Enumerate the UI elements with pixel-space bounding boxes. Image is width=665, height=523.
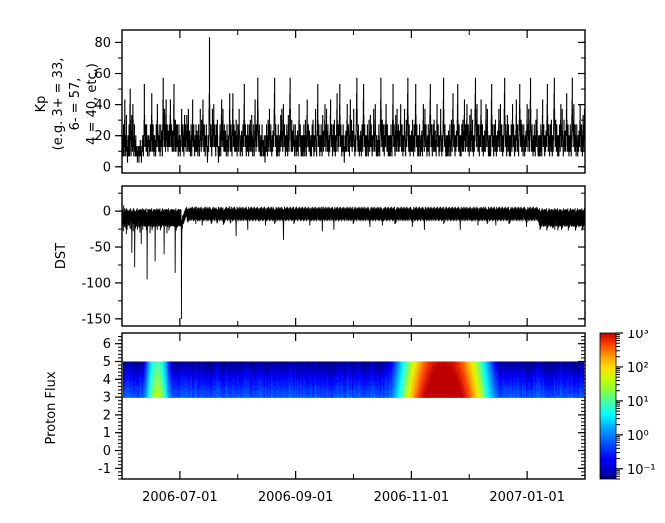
svg-text:2: 2 bbox=[103, 408, 111, 423]
proton-flux-y-tick-labels: 6 5 4 3 2 1 0 -1 bbox=[98, 337, 111, 477]
svg-text:-50: -50 bbox=[90, 241, 111, 256]
kp-data-series bbox=[122, 37, 585, 163]
proton-flux-axis-title: Proton Flux bbox=[44, 371, 59, 444]
dst-y-tick-labels: 0 -50 -100 -150 bbox=[81, 205, 111, 328]
svg-text:2006-07-01: 2006-07-01 bbox=[142, 490, 218, 505]
svg-text:1: 1 bbox=[103, 426, 111, 441]
dst-axis-title: DST bbox=[54, 243, 69, 269]
proton-flux-heatmap bbox=[123, 361, 584, 398]
svg-text:-150: -150 bbox=[81, 312, 111, 327]
svg-text:0: 0 bbox=[103, 160, 111, 175]
kp-plot-frame bbox=[121, 29, 586, 174]
kp-x-tick-marks bbox=[179, 30, 528, 173]
kp-panel: Kp (e.g. 3+ = 33, 6- = 57, 4 = 40, etc.)… bbox=[0, 0, 665, 178]
kp-y-tick-labels: 0 20 40 60 80 bbox=[94, 36, 111, 175]
proton-flux-plot-frame bbox=[121, 332, 586, 480]
colorbar-tick-marks bbox=[599, 332, 623, 480]
kp-axis-title-line-4: 4 = 40, etc.) bbox=[85, 63, 100, 145]
kp-axis-title-line-2: (e.g. 3+ = 33, bbox=[51, 58, 66, 151]
dst-data-series bbox=[122, 205, 585, 319]
kp-y-axis-title: Kp (e.g. 3+ = 33, 6- = 57, 4 = 40, etc.) bbox=[34, 58, 100, 151]
svg-text:-100: -100 bbox=[81, 276, 111, 291]
svg-text:20: 20 bbox=[94, 129, 111, 144]
proton-flux-panel: Proton Flux 6 5 4 3 2 1 0 -1 2006-07-01 2006-09-… bbox=[0, 330, 665, 523]
kp-axis-title-line-3: 6- = 57, bbox=[68, 78, 83, 131]
svg-text:-1: -1 bbox=[98, 462, 111, 477]
svg-text:0: 0 bbox=[103, 205, 111, 220]
x-axis-tick-labels: 2006-07-01 2006-09-01 2006-11-01 2007-01-01 bbox=[142, 490, 565, 505]
svg-text:2007-01-01: 2007-01-01 bbox=[489, 490, 565, 505]
proton-flux-y-tick-marks bbox=[115, 336, 585, 480]
svg-text:4: 4 bbox=[103, 373, 111, 388]
colorbar-gradient bbox=[600, 333, 616, 479]
kp-panel-svg: Kp (e.g. 3+ = 33, 6- = 57, 4 = 40, etc.)… bbox=[34, 29, 586, 175]
svg-text:3: 3 bbox=[103, 391, 111, 406]
dst-panel: DST 0 -50 -100 -150 bbox=[0, 178, 665, 330]
svg-text:2006-11-01: 2006-11-01 bbox=[374, 490, 450, 505]
svg-text:60: 60 bbox=[94, 67, 111, 82]
dst-x-tick-marks bbox=[179, 186, 528, 326]
svg-text:5: 5 bbox=[103, 355, 111, 370]
svg-text:2006-09-01: 2006-09-01 bbox=[258, 490, 334, 505]
svg-text:40: 40 bbox=[94, 98, 111, 113]
svg-text:80: 80 bbox=[94, 36, 111, 51]
proton-flux-x-tick-marks bbox=[179, 333, 528, 479]
dst-plot-frame bbox=[121, 185, 586, 327]
kp-axis-title-line-1: Kp bbox=[34, 96, 49, 113]
svg-text:0: 0 bbox=[103, 444, 111, 459]
svg-text:6: 6 bbox=[103, 337, 111, 352]
proton-flux-panel-svg: Proton Flux 6 5 4 3 2 1 0 -1 2006-07-01 2006-09-… bbox=[44, 330, 656, 505]
dst-panel-svg: DST 0 -50 -100 -150 bbox=[54, 185, 586, 328]
